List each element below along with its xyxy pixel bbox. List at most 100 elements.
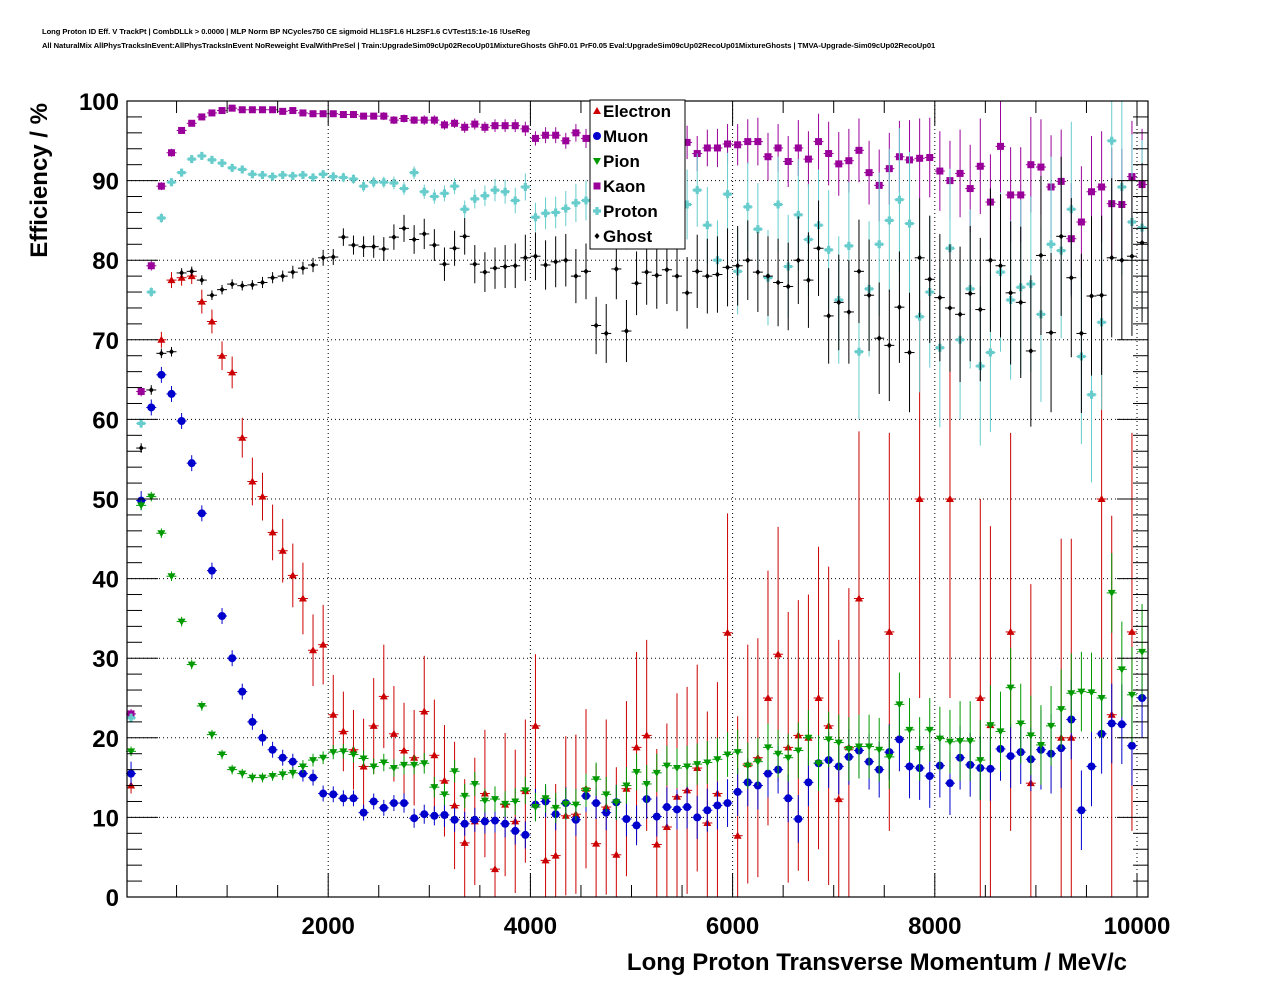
y-tick-label: 0 [106,885,119,912]
data-point-muon [520,821,531,849]
marker-circle [238,687,247,696]
data-point-proton [338,172,349,183]
data-point-ghost [833,254,844,351]
marker-triangle-up [400,746,409,754]
data-point-pion [671,748,682,788]
y-tick-label: 80 [92,248,119,275]
data-point-ghost [318,249,329,266]
data-point-muon [257,729,268,746]
marker-cross [986,348,995,357]
marker-triangle-down [309,757,318,765]
marker-circle [945,779,954,788]
data-point-ghost [783,242,794,331]
marker-triangle-down [1067,690,1076,698]
data-point-pion [1106,553,1117,633]
data-point-muon [479,809,490,834]
marker-cross [167,178,176,187]
marker-cross [1087,390,1096,399]
data-point-muon [166,385,177,402]
data-point-pion [1035,705,1046,785]
marker-triangle-down [571,801,580,809]
marker-triangle-down [1047,722,1056,730]
marker-diamond [725,264,731,271]
data-point-ghost [712,236,723,313]
data-point-proton [490,179,501,202]
data-point-proton [308,173,319,182]
data-point-muon [318,785,329,802]
data-point-proton [479,185,490,207]
marker-triangle-up [491,865,500,873]
marker-cross [228,163,237,172]
marker-cross [521,182,530,191]
marker-circle [986,764,995,773]
data-point-kaon [388,116,399,125]
marker-cross [824,245,833,254]
data-point-pion [318,751,329,765]
marker-cross [1047,240,1056,249]
data-point-pion [853,714,864,779]
marker-triangle-up [1006,627,1015,635]
data-point-electron [237,417,248,458]
data-point-ghost [682,257,693,329]
series-electron [126,268,1137,897]
legend-entry-proton: Proton [593,202,658,221]
marker-square [289,107,297,115]
marker-circle [440,811,449,820]
data-point-proton [206,155,217,164]
marker-circle [288,757,297,766]
data-point-pion [338,744,349,759]
marker-triangle-down [430,784,439,792]
marker-triangle-down [703,759,712,767]
marker-triangle-down [238,770,247,778]
marker-square [380,112,388,120]
marker-square [269,106,277,114]
data-point-ghost [1126,176,1137,336]
data-layer [126,101,1148,897]
marker-triangle-up [733,831,742,839]
grid-layer [127,101,1148,897]
marker-square [724,140,732,148]
marker-cross [137,419,146,428]
marker-triangle-down [956,737,965,745]
marker-square [157,182,165,190]
data-point-ghost [1015,226,1026,379]
data-point-kaon [803,131,814,187]
marker-triangle-down [966,737,975,745]
data-point-pion [1137,604,1148,700]
data-point-kaon [166,148,177,157]
data-point-kaon [712,128,723,168]
marker-triangle-down [713,756,722,764]
marker-triangle-down [389,765,398,773]
marker-square [319,110,327,118]
marker-square [542,131,550,139]
marker-triangle-down [905,726,914,734]
data-point-kaon [479,121,490,133]
marker-cross [309,173,318,182]
marker-triangle-down [895,701,904,709]
marker-square [390,116,398,124]
data-point-pion [793,722,804,779]
x-tick-label: 10000 [1104,913,1171,940]
series-ghost [136,156,1148,453]
data-point-proton [469,189,480,209]
marker-diamond [714,271,720,278]
marker-triangle-down [582,787,591,795]
marker-square [370,112,378,120]
marker-square [511,122,519,130]
data-point-ghost [722,228,733,307]
data-point-kaon [267,106,278,114]
x-tick-label: 2000 [302,913,355,940]
marker-triangle-down [1016,720,1025,728]
data-point-pion [874,717,885,782]
data-point-pion [1096,658,1107,738]
marker-triangle-up [460,838,469,846]
marker-square [339,111,347,119]
data-point-electron [217,341,228,371]
marker-triangle-down [834,739,843,747]
marker-triangle-up [652,840,661,848]
marker-diamond [937,294,943,301]
marker-diamond [391,234,397,241]
marker-circle [349,794,358,803]
marker-triangle-down [642,780,651,788]
marker-diamond [775,279,781,286]
